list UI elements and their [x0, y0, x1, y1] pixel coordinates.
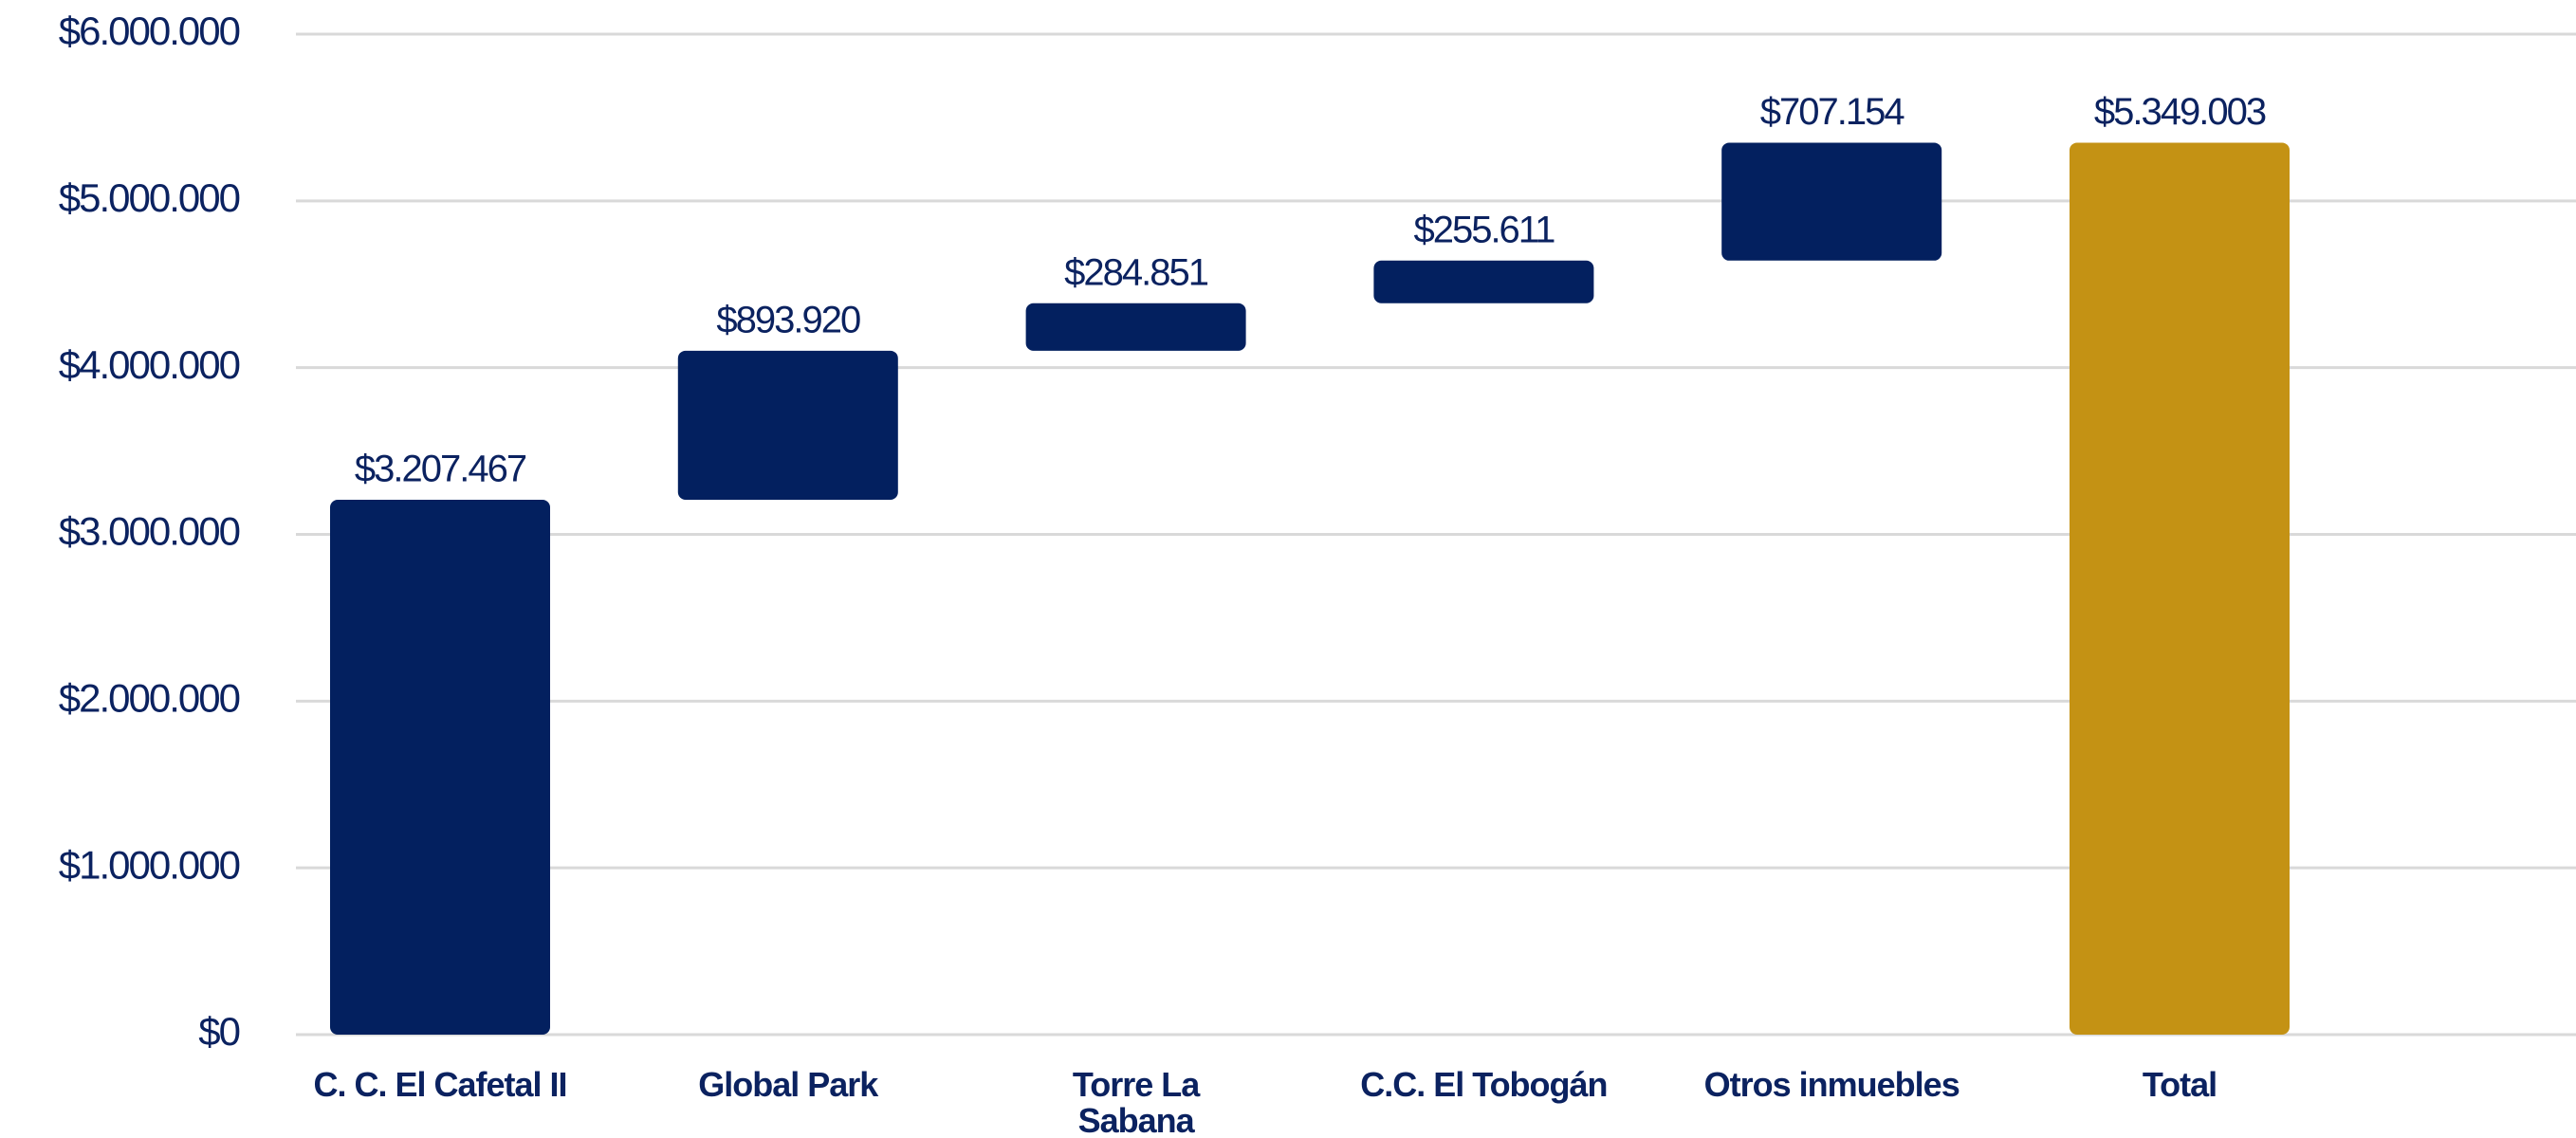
bar [1373, 260, 1594, 303]
bar [330, 500, 550, 1035]
x-tick-label: Torre La Sabana [1072, 1065, 1200, 1138]
data-label: $893.920 [716, 299, 860, 340]
y-tick-label: $1.000.000 [59, 842, 240, 887]
data-label: $3.207.467 [355, 449, 526, 490]
y-tick-label: $0 [198, 1009, 239, 1054]
bar [1025, 303, 1246, 351]
data-label: $707.154 [1760, 91, 1905, 133]
x-tick-label: Global Park [698, 1065, 878, 1104]
bar [677, 350, 898, 501]
y-tick-label: $4.000.000 [59, 342, 240, 387]
y-tick-label: $3.000.000 [59, 509, 240, 554]
data-label: $255.611 [1413, 209, 1555, 250]
bar [1721, 142, 1942, 261]
x-tick-label: C. C. El Cafetal II [313, 1065, 567, 1104]
y-tick-label: $5.000.000 [59, 175, 240, 220]
x-tick-label: Total [2142, 1065, 2217, 1104]
bar [2070, 142, 2290, 1035]
x-tick-label: Otros inmuebles [1703, 1065, 1960, 1104]
x-tick-label: C.C. El Tobogán [1360, 1065, 1608, 1104]
data-label: $5.349.003 [2094, 91, 2266, 133]
y-tick-label: $2.000.000 [59, 675, 240, 720]
data-label: $284.851 [1064, 251, 1208, 293]
y-tick-label: $6.000.000 [59, 9, 240, 53]
